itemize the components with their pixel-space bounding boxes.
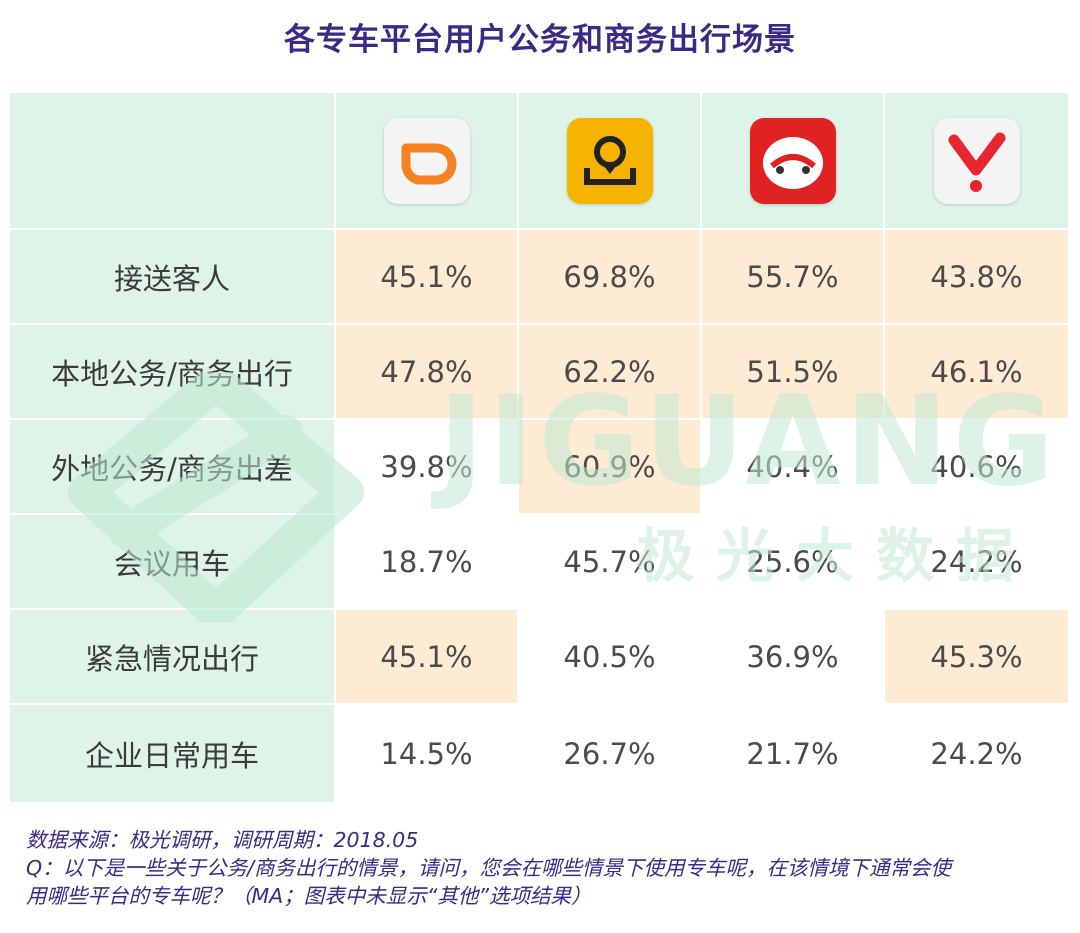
value-cell: 26.7% [519,705,702,804]
value-cell: 45.3% [885,610,1070,705]
value-cell: 60.9% [519,420,702,515]
question-note-line2: 用哪些平台的专车呢？（MA；图表中未显示“其他”选项结果） [26,884,592,908]
value-cell: 69.8% [519,230,702,325]
value-cell: 62.2% [519,325,702,420]
data-table: 接送客人 45.1% 69.8% 55.7% 43.8% 本地公务/商务出行 47.8% 62… [10,93,1070,804]
row-label: 接送客人 [10,230,336,325]
caocao-logo-icon [933,117,1020,204]
value-cell: 43.8% [885,230,1070,325]
column-header-3 [702,93,885,230]
didi-logo-icon [383,117,470,204]
question-note-line1: Q：以下是一些关于公务/商务出行的情景，请问，您会在哪些情景下使用专车呢，在该情… [26,856,952,880]
value-cell: 47.8% [336,325,519,420]
value-cell: 39.8% [336,420,519,515]
value-cell: 45.7% [519,515,702,610]
row-label: 外地公务/商务出差 [10,420,336,515]
value-cell: 46.1% [885,325,1070,420]
value-cell: 21.7% [702,705,885,804]
value-cell: 45.1% [336,610,519,705]
column-header-1 [336,93,519,230]
value-cell: 55.7% [702,230,885,325]
yidao-logo-icon [749,117,836,204]
value-cell: 40.5% [519,610,702,705]
source-note: 数据来源：极光调研，调研周期：2018.05 [26,828,419,852]
shenzhou-logo-icon [566,117,653,204]
row-label: 会议用车 [10,515,336,610]
value-cell: 24.2% [885,705,1070,804]
row-label: 本地公务/商务出行 [10,325,336,420]
chart-title: 各专车平台用户公务和商务出行场景 [284,22,796,58]
footnotes: 数据来源：极光调研，调研周期：2018.05 Q：以下是一些关于公务/商务出行的… [26,826,1066,910]
row-label: 紧急情况出行 [10,610,336,705]
value-cell: 40.6% [885,420,1070,515]
value-cell: 14.5% [336,705,519,804]
value-cell: 25.6% [702,515,885,610]
value-cell: 45.1% [336,230,519,325]
column-header-2 [519,93,702,230]
value-cell: 18.7% [336,515,519,610]
header-corner-cell [10,93,336,230]
value-cell: 24.2% [885,515,1070,610]
value-cell: 36.9% [702,610,885,705]
column-header-4 [885,93,1070,230]
row-label: 企业日常用车 [10,705,336,804]
value-cell: 40.4% [702,420,885,515]
value-cell: 51.5% [702,325,885,420]
